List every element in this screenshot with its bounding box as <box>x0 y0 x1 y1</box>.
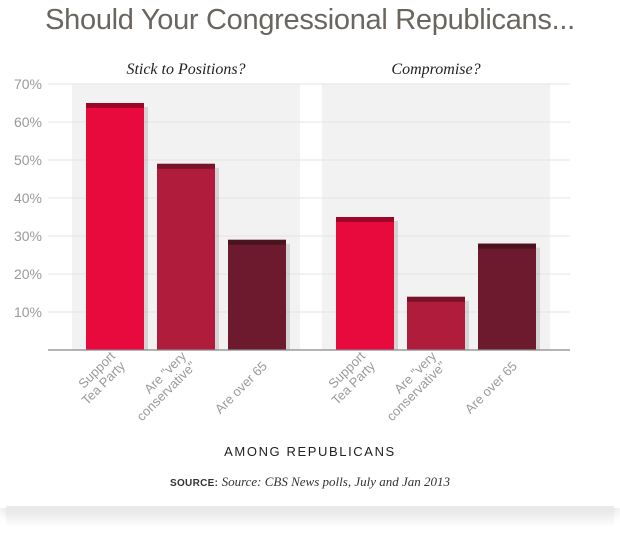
category-label-1-3: Are over 65 <box>212 358 270 416</box>
category-label-2-3: Are over 65 <box>462 358 520 416</box>
source-label: SOURCE: <box>170 478 219 489</box>
bar-2-3 <box>478 243 536 350</box>
y-tick-label-70: 70% <box>14 76 42 92</box>
bar-cap-2-1 <box>336 217 394 222</box>
bar-1-1 <box>86 103 144 350</box>
category-label-line: Are over 65 <box>462 358 520 416</box>
chart-title: Should Your Congressional Republicans... <box>45 4 575 36</box>
y-tick-label-30: 30% <box>14 228 42 244</box>
x-axis-title: AMONG REPUBLICANS <box>224 444 396 459</box>
bar-cap-2-2 <box>407 296 465 302</box>
y-tick-label-60: 60% <box>14 114 42 130</box>
bar-2-2 <box>407 296 465 350</box>
bar-1-3 <box>228 239 286 350</box>
source-note: SOURCE: Source: CBS News polls, July and… <box>0 474 620 490</box>
bar-cap-1-2 <box>157 163 215 169</box>
bar-cap-1-3 <box>228 239 286 245</box>
panel-title-stick: Stick to Positions? <box>126 61 246 78</box>
source-text: Source: CBS News polls, July and Jan 201… <box>221 474 450 489</box>
bar-2-1 <box>336 217 394 350</box>
card-shadow <box>6 506 614 528</box>
y-tick-label-10: 10% <box>14 304 42 320</box>
y-tick-label-40: 40% <box>14 190 42 206</box>
y-tick-label-20: 20% <box>14 266 42 282</box>
bar-cap-2-3 <box>478 243 536 249</box>
bar-cap-1-1 <box>86 103 144 108</box>
category-label-line: Are over 65 <box>212 358 270 416</box>
y-tick-label-50: 50% <box>14 152 42 168</box>
bar-1-2 <box>157 163 215 350</box>
panel-title-compromise: Compromise? <box>391 61 481 78</box>
